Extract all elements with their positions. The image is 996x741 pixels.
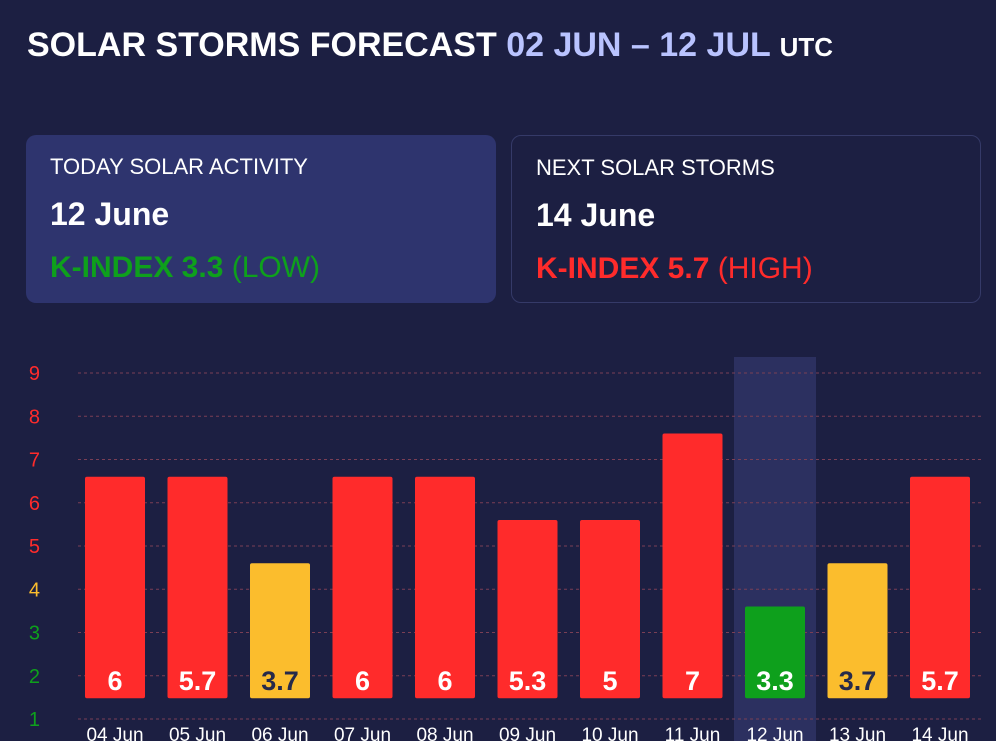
y-tick-label: 7 [29, 450, 40, 472]
bar[interactable] [662, 433, 723, 699]
bar-value-label: 6 [437, 666, 452, 696]
next-storm-card: NEXT SOLAR STORMS 14 June K-INDEX 5.7 (H… [511, 135, 981, 303]
next-kindex: K-INDEX 5.7 (HIGH) [536, 252, 813, 286]
next-kindex-value: K-INDEX 5.7 [536, 252, 710, 285]
x-tick-label: 11 Jun [665, 725, 721, 741]
next-card-date: 14 June [536, 197, 656, 233]
bar-value-label: 3.7 [261, 666, 299, 696]
bar[interactable] [827, 563, 888, 699]
bar-value-label: 5.3 [509, 666, 547, 696]
x-tick-label: 14 Jun [911, 725, 968, 741]
bar[interactable] [85, 476, 145, 699]
y-tick-label: 1 [29, 709, 40, 731]
today-card-label: TODAY SOLAR ACTIVITY [50, 154, 308, 179]
bar-value-label: 3.7 [839, 666, 877, 696]
y-tick-label: 6 [29, 493, 40, 515]
today-kindex-value: K-INDEX 3.3 [50, 251, 224, 284]
bar-value-label: 6 [355, 666, 370, 696]
y-tick-label: 4 [29, 579, 40, 601]
page-title: SOLAR STORMS FORECAST 02 JUN – 12 JUL UT… [27, 26, 833, 65]
y-tick-label: 2 [29, 666, 40, 688]
bar[interactable] [497, 520, 558, 699]
x-tick-label: 08 Jun [416, 725, 473, 741]
y-tick-label: 9 [29, 363, 40, 385]
bar-value-label: 7 [685, 666, 700, 696]
bar[interactable] [167, 476, 228, 699]
next-card-label: NEXT SOLAR STORMS [536, 155, 775, 180]
bar[interactable] [250, 563, 310, 699]
y-tick-label: 5 [29, 536, 40, 558]
title-text: SOLAR STORMS FORECAST [27, 26, 497, 64]
x-tick-label: 09 Jun [499, 725, 556, 741]
timezone-label: UTC [779, 32, 834, 62]
today-kindex-level: (LOW) [231, 251, 321, 284]
x-tick-label: 13 Jun [829, 725, 886, 741]
x-tick-label: 06 Jun [251, 725, 308, 741]
y-tick-label: 8 [29, 406, 40, 428]
bar[interactable] [332, 476, 393, 699]
today-card-date: 12 June [50, 196, 170, 232]
bar-value-label: 5.7 [921, 666, 959, 696]
bar-value-label: 6 [107, 666, 122, 696]
next-kindex-level: (HIGH) [717, 252, 813, 285]
bar-value-label: 5 [602, 666, 617, 696]
bar-value-label: 5.7 [179, 666, 217, 696]
x-tick-label: 07 Jun [334, 725, 391, 741]
bar-value-label: 3.3 [756, 666, 794, 696]
bar[interactable] [580, 520, 640, 699]
today-kindex: K-INDEX 3.3 (LOW) [50, 251, 320, 285]
bar[interactable] [910, 476, 970, 699]
x-tick-label: 04 Jun [86, 725, 143, 741]
x-tick-label: 10 Jun [581, 725, 638, 741]
y-tick-label: 3 [29, 623, 40, 645]
bar[interactable] [745, 606, 805, 699]
date-range: 02 JUN – 12 JUL [506, 26, 771, 64]
bar[interactable] [415, 476, 475, 699]
today-activity-card: TODAY SOLAR ACTIVITY 12 June K-INDEX 3.3… [26, 135, 496, 303]
x-tick-label: 12 Jun [746, 725, 803, 741]
x-tick-label: 05 Jun [169, 725, 226, 741]
kindex-bar-chart: 1 2 3 4 5 6 7 8 9 6 04 Jun 5.7 05 Jun 3.7 06 Jun 6 07 Ju… [29, 357, 982, 741]
